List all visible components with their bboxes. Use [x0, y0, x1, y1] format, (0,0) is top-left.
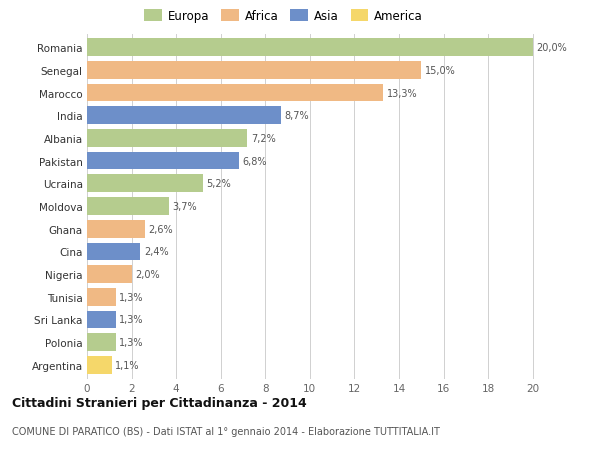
- Text: 20,0%: 20,0%: [536, 43, 567, 53]
- Text: 13,3%: 13,3%: [387, 88, 418, 98]
- Text: 2,0%: 2,0%: [135, 269, 160, 280]
- Bar: [87, 62, 421, 79]
- Bar: [87, 198, 169, 215]
- Text: 15,0%: 15,0%: [425, 66, 455, 76]
- Bar: [87, 220, 145, 238]
- Text: 5,2%: 5,2%: [206, 179, 231, 189]
- Text: 1,3%: 1,3%: [119, 337, 144, 347]
- Text: Cittadini Stranieri per Cittadinanza - 2014: Cittadini Stranieri per Cittadinanza - 2…: [12, 396, 307, 409]
- Text: 1,3%: 1,3%: [119, 292, 144, 302]
- Legend: Europa, Africa, Asia, America: Europa, Africa, Asia, America: [142, 7, 425, 25]
- Text: 7,2%: 7,2%: [251, 134, 275, 144]
- Bar: [87, 39, 533, 57]
- Bar: [87, 152, 239, 170]
- Bar: [87, 356, 112, 374]
- Bar: [87, 107, 281, 125]
- Bar: [87, 84, 383, 102]
- Bar: [87, 243, 140, 261]
- Bar: [87, 288, 116, 306]
- Text: 8,7%: 8,7%: [284, 111, 309, 121]
- Text: 1,3%: 1,3%: [119, 315, 144, 325]
- Bar: [87, 266, 131, 283]
- Bar: [87, 130, 247, 147]
- Text: COMUNE DI PARATICO (BS) - Dati ISTAT al 1° gennaio 2014 - Elaborazione TUTTITALI: COMUNE DI PARATICO (BS) - Dati ISTAT al …: [12, 426, 440, 436]
- Text: 1,1%: 1,1%: [115, 360, 139, 370]
- Text: 2,6%: 2,6%: [148, 224, 173, 234]
- Bar: [87, 334, 116, 351]
- Bar: [87, 175, 203, 193]
- Text: 2,4%: 2,4%: [144, 247, 169, 257]
- Bar: [87, 311, 116, 329]
- Text: 6,8%: 6,8%: [242, 156, 266, 166]
- Text: 3,7%: 3,7%: [173, 202, 197, 212]
